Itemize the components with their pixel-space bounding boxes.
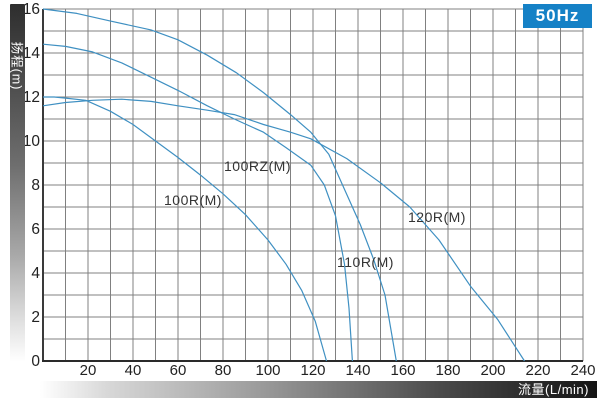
x-tick-label: 40 bbox=[125, 362, 142, 379]
x-tick-label: 60 bbox=[170, 362, 187, 379]
y-tick-label: 8 bbox=[31, 177, 40, 194]
x-tick-label: 100 bbox=[255, 362, 280, 379]
y-tick-label: 16 bbox=[23, 1, 40, 18]
x-tick-label: 20 bbox=[80, 362, 97, 379]
x-tick-label: 140 bbox=[345, 362, 370, 379]
x-tick-label: 160 bbox=[390, 362, 415, 379]
y-axis-title: 扬程(m) bbox=[9, 41, 23, 91]
pump-curve-100rz-m- bbox=[42, 43, 353, 362]
x-tick-label: 80 bbox=[215, 362, 232, 379]
x-tick-label: 180 bbox=[435, 362, 460, 379]
pump-curve-100r-m- bbox=[43, 96, 328, 362]
y-tick-label: 2 bbox=[31, 309, 40, 326]
curve-label-110r-m: 110R(M) bbox=[337, 254, 394, 270]
curve-label-100r-m: 100R(M) bbox=[164, 192, 222, 208]
y-tick-label: 6 bbox=[31, 221, 40, 238]
pump-curve-120r-m- bbox=[42, 98, 526, 362]
x-tick-label: 120 bbox=[300, 362, 325, 379]
pump-curve-110r-m- bbox=[42, 8, 397, 362]
y-tick-label: 4 bbox=[31, 265, 40, 282]
frequency-badge: 50Hz bbox=[523, 4, 592, 28]
y-tick-label: 12 bbox=[23, 89, 40, 106]
x-axis-bar: 流量(L/min) bbox=[40, 381, 597, 398]
x-tick-label: 200 bbox=[480, 362, 505, 379]
y-tick-label: 14 bbox=[23, 45, 41, 62]
curve-label-100rz-m: 100RZ(M) bbox=[224, 158, 292, 174]
curve-label-120r-m: 120R(M) bbox=[408, 209, 466, 225]
y-tick-label: 10 bbox=[23, 133, 41, 150]
x-axis-title: 流量(L/min) bbox=[518, 382, 589, 397]
x-tick-label: 240 bbox=[570, 362, 595, 379]
y-axis-bar: 扬程(m) bbox=[9, 4, 25, 362]
y-tick-label: 0 bbox=[31, 353, 40, 370]
x-tick-label: 220 bbox=[525, 362, 550, 379]
